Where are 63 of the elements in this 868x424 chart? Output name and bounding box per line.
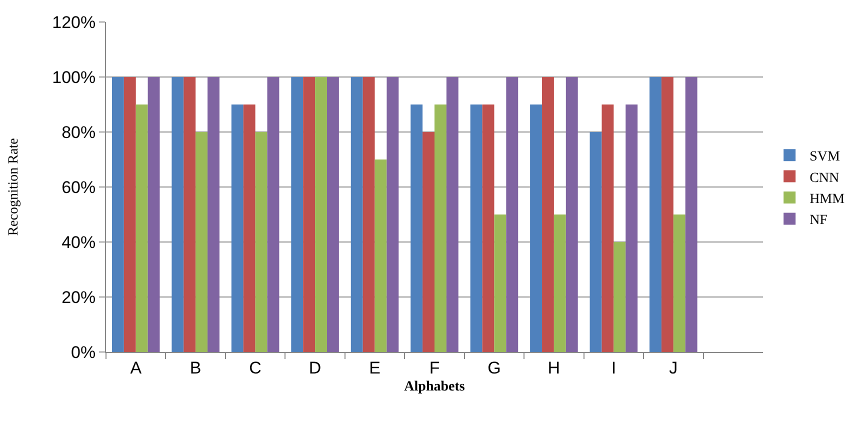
bar [626, 104, 638, 352]
bar [602, 104, 614, 352]
x-tick-label: D [308, 358, 322, 378]
bar [673, 214, 686, 352]
bar [554, 214, 566, 352]
bar [303, 77, 316, 352]
bar [112, 77, 124, 352]
bar [470, 104, 482, 352]
legend-label: CNN [810, 170, 840, 186]
y-axis-title: Recognition Rate [6, 138, 22, 236]
bar [434, 104, 446, 352]
bar [422, 132, 434, 352]
bar [172, 77, 184, 352]
bar [315, 77, 327, 352]
x-tick-label: C [249, 358, 262, 378]
bar [386, 77, 399, 352]
bar [350, 77, 363, 352]
x-tick-label: H [548, 358, 560, 378]
y-tick-label: 40% [62, 232, 96, 252]
bar [267, 77, 280, 352]
x-tick-label: G [488, 358, 501, 378]
bar [136, 104, 148, 352]
x-tick-label: B [190, 358, 202, 378]
bar [124, 77, 136, 352]
bar [650, 77, 662, 352]
bar [291, 77, 304, 352]
x-tick-label: F [429, 358, 440, 378]
bar [661, 77, 674, 352]
y-tick-label: 0% [71, 342, 96, 362]
bar [494, 214, 506, 352]
bar [590, 132, 602, 352]
bar [231, 104, 244, 352]
x-tick-label: J [669, 358, 678, 378]
x-axis-title: Alphabets [404, 380, 466, 395]
bar [685, 77, 698, 352]
y-tick-label: 20% [62, 288, 96, 307]
bar [506, 77, 518, 352]
y-tick-label: 60% [62, 178, 96, 197]
y-tick-label: 80% [62, 122, 96, 142]
bar [208, 77, 220, 352]
bar [326, 77, 339, 352]
x-tick-label: A [130, 358, 142, 378]
bar [196, 132, 208, 352]
bar [446, 77, 458, 352]
legend-label: SVM [810, 150, 840, 165]
bar [362, 77, 375, 352]
x-tick-label: I [611, 358, 616, 378]
bar [184, 77, 196, 352]
bar [482, 104, 494, 352]
legend-label: HMM [810, 192, 846, 207]
bar [255, 132, 268, 352]
bar [374, 160, 387, 352]
bar [243, 104, 256, 352]
x-tick-label: E [369, 358, 380, 378]
legend-label: NF [810, 213, 828, 228]
bar [410, 104, 423, 352]
bar [148, 77, 160, 352]
y-tick-label: 100% [52, 68, 96, 87]
bar [542, 77, 554, 352]
y-tick-label: 120% [52, 12, 96, 32]
bar [614, 242, 626, 352]
bar [566, 77, 578, 352]
bar [530, 104, 542, 352]
